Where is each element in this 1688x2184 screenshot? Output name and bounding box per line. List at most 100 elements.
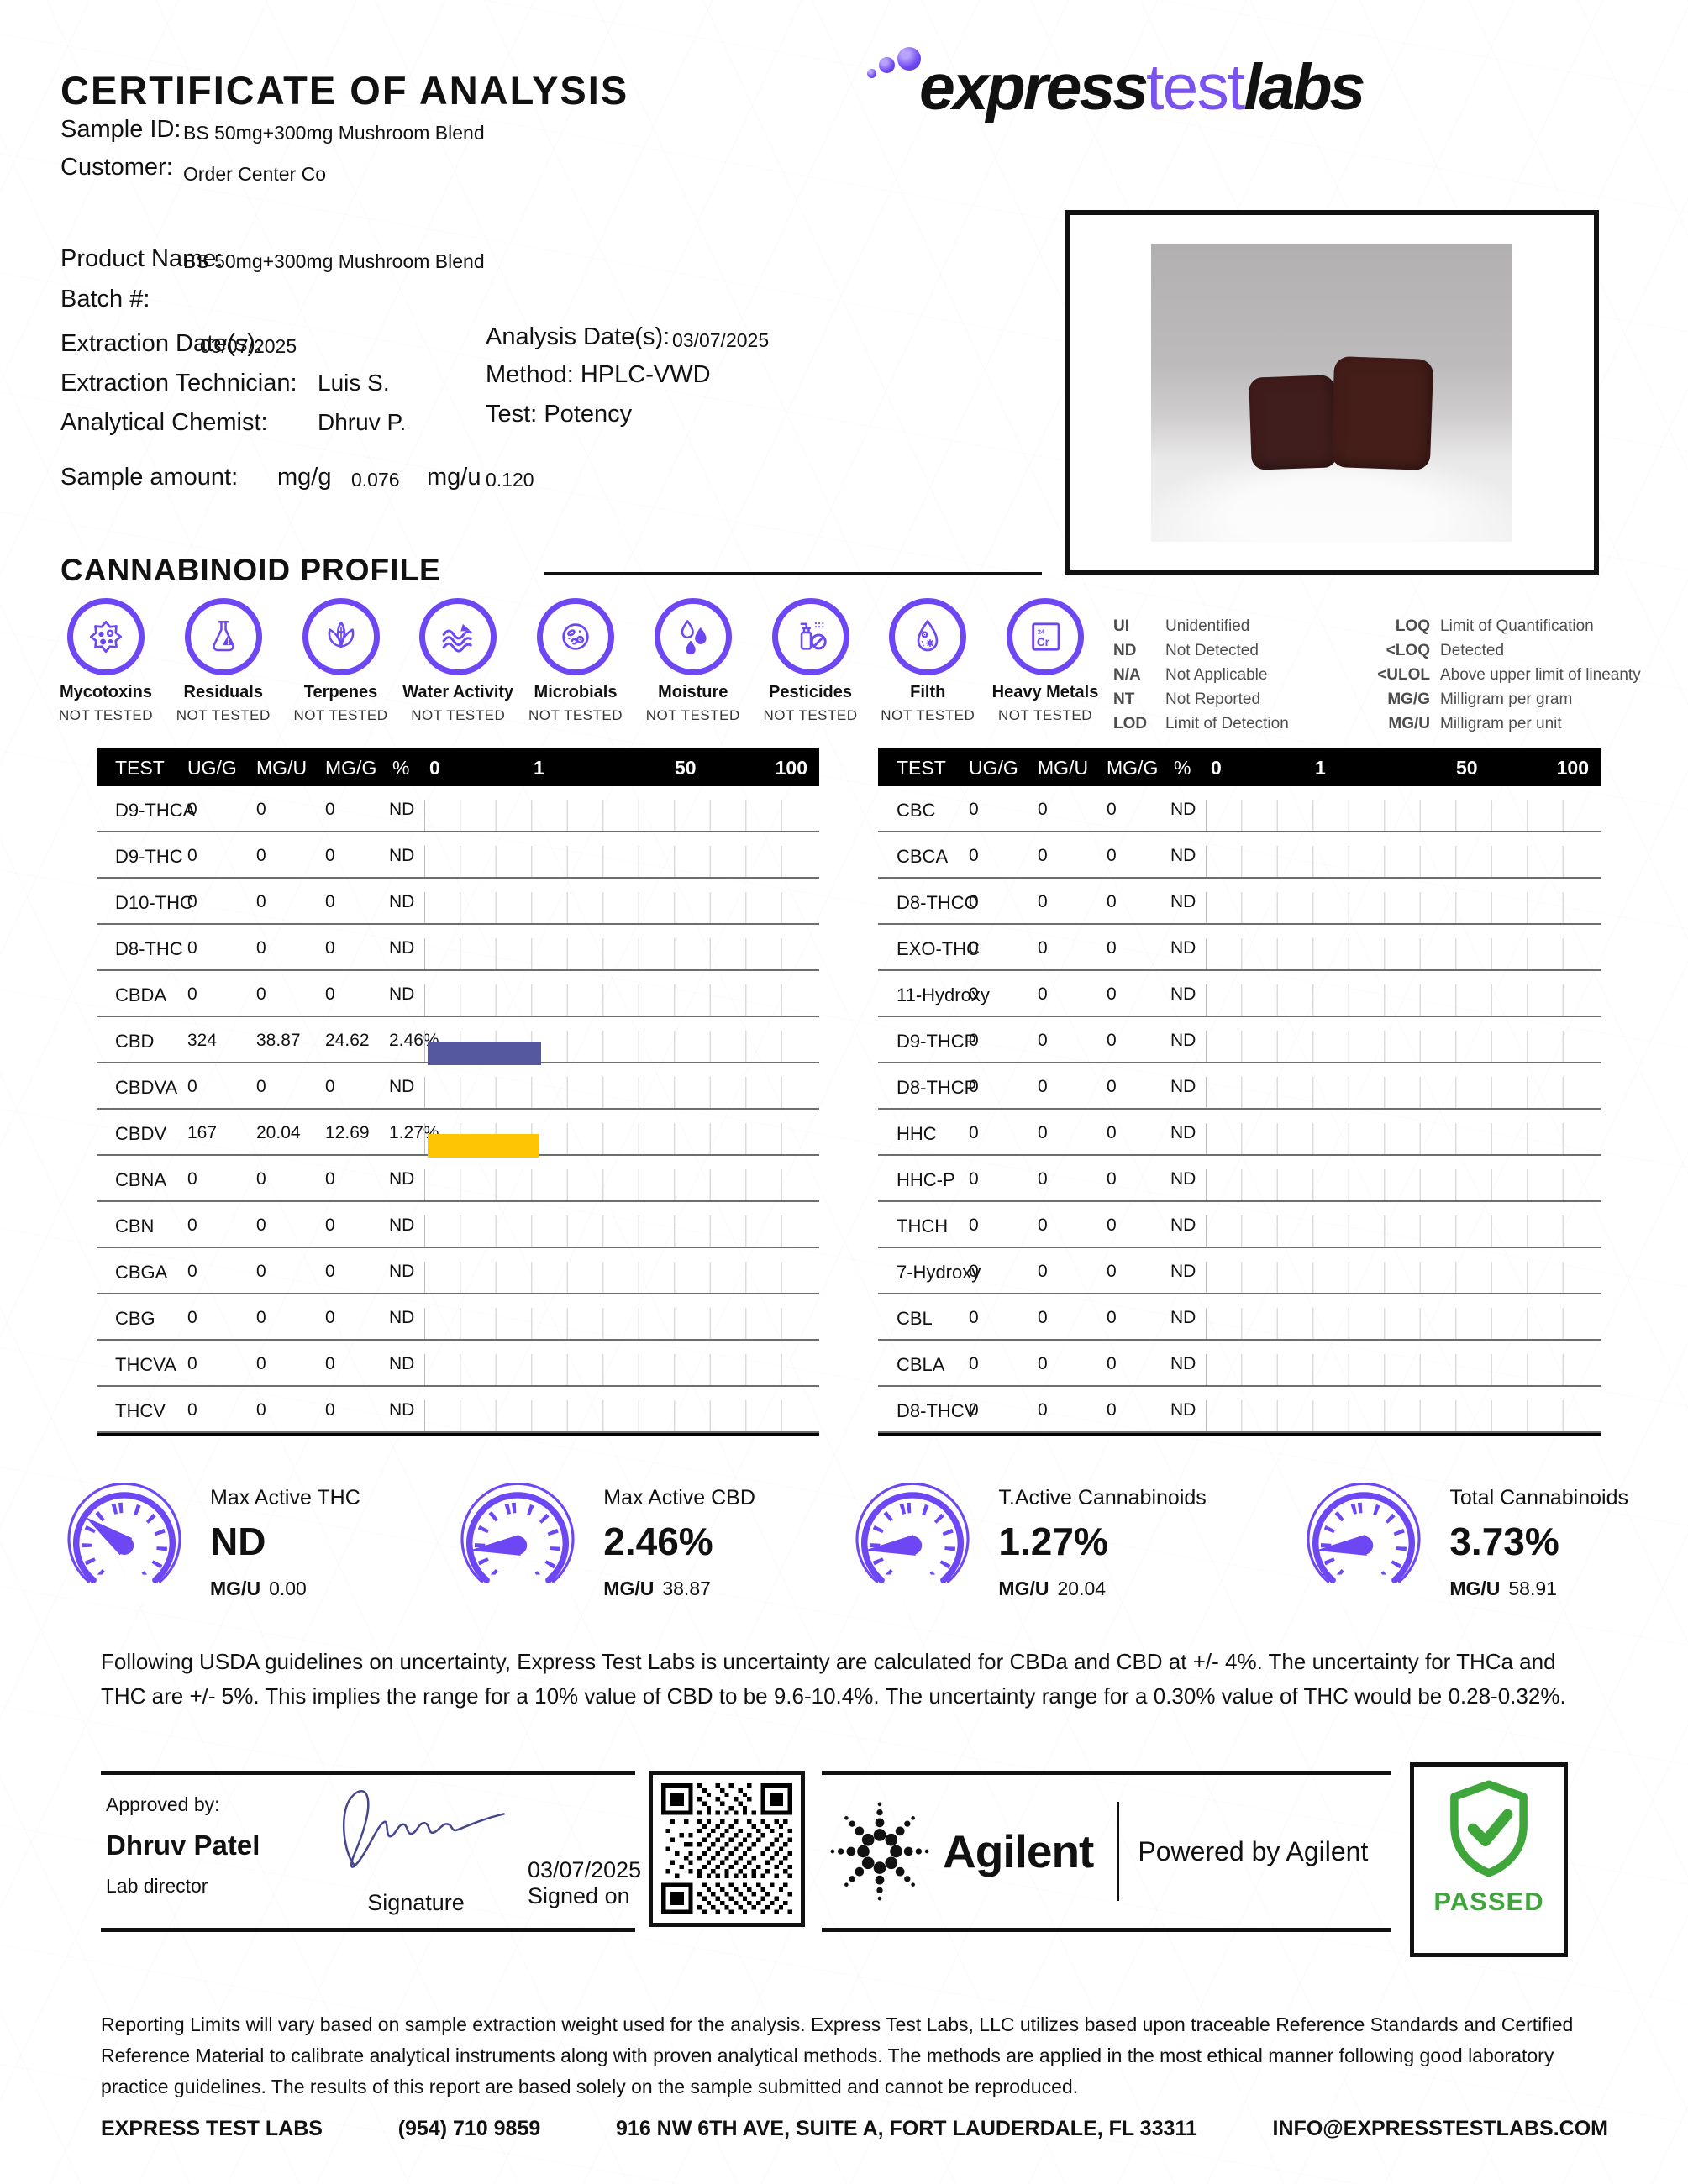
test-label: Test: Potency (486, 401, 633, 428)
table-row: D8-THCP 0 0 0 ND (878, 1063, 1601, 1110)
table-row: CBGA 0 0 0 ND (97, 1248, 819, 1294)
panel-terpenes: Terpenes NOT TESTED (286, 598, 397, 724)
product-name-value: BS 50mg+300mg Mushroom Blend (183, 250, 485, 272)
passed-shield-icon (1450, 1780, 1528, 1877)
qr-code-icon (661, 1783, 792, 1914)
logo-test-text: test (1146, 51, 1245, 123)
footer-phone: (954) 710 9859 (397, 2117, 541, 2140)
cannabinoid-table-left: TEST UG/G MG/U MG/G % 0 1 50 100 D9-THCA… (97, 748, 819, 1436)
table-row: HHC-P 0 0 0 ND (878, 1156, 1601, 1202)
row-chart-area (1206, 1308, 1597, 1339)
gauge-total-cannabinoids: Total Cannabinoids 3.73% MG/U 58.91 (1300, 1483, 1628, 1602)
axis-tick: 100 (1556, 757, 1589, 779)
table-row-cbd: CBD 324 38.87 24.62 2.46% (97, 1017, 819, 1065)
speedometer-icon (855, 1483, 970, 1602)
row-chart-area (424, 800, 816, 831)
page-title: CERTIFICATE OF ANALYSIS (60, 68, 629, 113)
logo-wordmark: expresstestlabs (919, 55, 1365, 120)
signature-block: Signature (311, 1780, 521, 1916)
analysis-date-value: 03/07/2025 (672, 329, 770, 351)
sample-id-label: Sample ID: (60, 116, 181, 143)
row-chart-area (424, 1400, 816, 1431)
mycotoxins-icon (67, 598, 145, 675)
table-row: CBN 0 0 0 ND (97, 1202, 819, 1248)
svg-text:Cr: Cr (1037, 636, 1050, 648)
table-row: CBNA 0 0 0 ND (97, 1156, 819, 1202)
disclaimer: Reporting Limits will vary based on samp… (101, 2013, 1574, 2097)
table-row: 7-Hydroxy 0 0 0 ND (878, 1248, 1601, 1294)
table-row: CBDVA 0 0 0 ND (97, 1063, 819, 1110)
moisture-icon (654, 598, 732, 675)
speedometer-icon (1307, 1483, 1421, 1602)
residuals-icon (184, 598, 262, 675)
table-row: CBG 0 0 0 ND (97, 1294, 819, 1341)
table-row: D8-THC 0 0 0 ND (97, 925, 819, 971)
row-chart-area (1206, 1215, 1597, 1247)
legend-column-2: LOQ Limit of Quantification <LOQ Detected … (1377, 617, 1641, 732)
axis-tick: 100 (775, 757, 807, 779)
row-chart-area (1206, 1031, 1597, 1062)
speedometer-icon (460, 1483, 575, 1602)
logo-bubble-icon (897, 47, 921, 71)
batch-label: Batch #: (60, 286, 150, 312)
row-chart-area (424, 1169, 816, 1200)
row-chart-area (1206, 1169, 1597, 1200)
footer: EXPRESS TEST LABS (954) 710 9859 916 NW … (101, 2117, 1608, 2141)
mgu-label: mg/u (427, 464, 481, 491)
axis-tick: 50 (1456, 757, 1478, 779)
axis-tick: 0 (1211, 757, 1222, 779)
table-header: TEST UG/G MG/U MG/G % 0 1 50 100 (878, 748, 1601, 786)
analytical-chemist-value: Dhruv P. (318, 409, 407, 435)
row-chart-area (1206, 1354, 1597, 1385)
table-row: CBDA 0 0 0 ND (97, 971, 819, 1017)
footer-email: INFO@EXPRESSTESTLABS.COM (1272, 2117, 1608, 2140)
table-row: D8-THCV 0 0 0 ND (878, 1387, 1601, 1433)
row-chart-area (424, 938, 816, 969)
axis-tick: 50 (675, 757, 697, 779)
table-row: D8-THCO 0 0 0 ND (878, 879, 1601, 925)
row-chart-area (424, 1215, 816, 1247)
row-chart-area (1206, 846, 1597, 877)
legend-column-1: UI Unidentified ND Not Detected N/A Not App… (1113, 617, 1289, 732)
table-row: CBLA 0 0 0 ND (878, 1341, 1601, 1387)
panel-mycotoxins: Mycotoxins NOT TESTED (50, 598, 161, 724)
axis-tick: 0 (429, 757, 440, 779)
gummy-cube (1249, 375, 1338, 470)
logo-express-text: express (919, 51, 1149, 123)
row-chart-area (1206, 1077, 1597, 1108)
table-row: THCV 0 0 0 ND (97, 1387, 819, 1433)
test-value: Potency (544, 401, 633, 428)
extraction-date-value: 03/07/2025 (200, 335, 297, 357)
panel-pesticides: Pesticides NOT TESTED (755, 598, 866, 724)
approver-role: Lab director (106, 1875, 208, 1897)
signed-on-block: 03/07/2025 Signed on (528, 1857, 642, 1909)
svg-text:24: 24 (1038, 628, 1045, 636)
agilent-tagline: Powered by Agilent (1138, 1835, 1369, 1866)
product-name-label: Product Name: (60, 245, 223, 272)
sample-id-value: BS 50mg+300mg Mushroom Blend (183, 122, 485, 144)
mgg-label: mg/g (277, 464, 332, 491)
signed-date: 03/07/2025 (528, 1857, 642, 1882)
table-row: D9-THCP 0 0 0 ND (878, 1017, 1601, 1063)
extraction-date-label: Extraction Date(s): (60, 330, 263, 357)
extraction-technician-value: Luis S. (318, 370, 390, 396)
table-row: THCH 0 0 0 ND (878, 1202, 1601, 1248)
water-activity-icon (419, 598, 497, 675)
agilent-brand: Agilent (943, 1825, 1094, 1877)
footer-address: 916 NW 6TH AVE, SUITE A, FORT LAUDERDALE… (616, 2117, 1197, 2140)
agilent-starburst-icon (830, 1802, 929, 1901)
table-row: EXO-THC 0 0 0 ND (878, 925, 1601, 971)
signature-icon (342, 1790, 505, 1868)
summary-gauges: Max Active THC ND MG/U 0.00 Max Active CB… (60, 1483, 1628, 1602)
row-chart-area (424, 1123, 816, 1158)
row-chart-area (1206, 984, 1597, 1016)
analysis-date-label: Analysis Date(s): (486, 323, 670, 350)
table-row: CBL 0 0 0 ND (878, 1294, 1601, 1341)
panel-microbials: Microbials NOT TESTED (520, 598, 631, 724)
table-header: TEST UG/G MG/U MG/G % 0 1 50 100 (97, 748, 819, 786)
logo-labs-text: labs (1244, 51, 1365, 123)
customer-label: Customer: (60, 154, 173, 181)
qr-code (649, 1771, 805, 1927)
gauge-total-active-cannabinoids: T.Active Cannabinoids 1.27% MG/U 20.04 (849, 1483, 1207, 1602)
